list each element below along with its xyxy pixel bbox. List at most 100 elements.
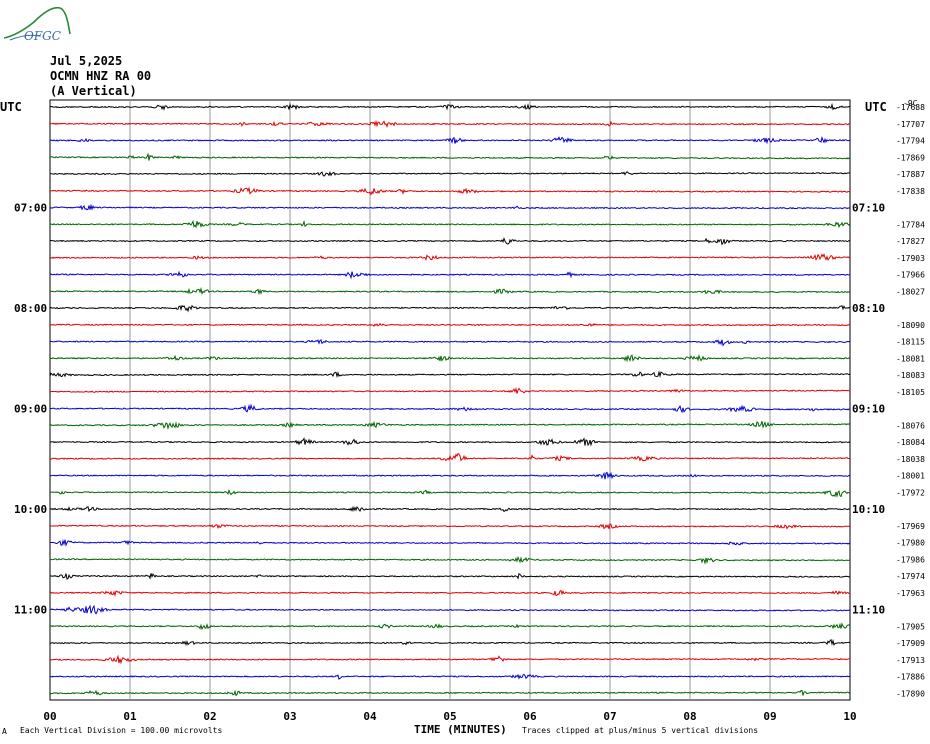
trace-offset-label: -17972 <box>896 488 925 497</box>
seismic-trace <box>49 604 851 615</box>
right-time-label: 11:10 <box>852 604 885 617</box>
x-tick-label: 02 <box>203 710 216 723</box>
ofgc-logo: OFGC <box>3 6 71 43</box>
seismic-trace <box>49 253 851 262</box>
trace-offset-label: -17980 <box>896 539 925 548</box>
footer-corner-mark: A <box>2 727 7 736</box>
seismic-trace <box>49 236 851 246</box>
seismic-trace <box>49 170 851 177</box>
x-tick-label: 07 <box>603 710 616 723</box>
trace-offset-label: -17966 <box>896 271 925 280</box>
left-time-label: 10:00 <box>14 503 47 516</box>
seismic-trace <box>49 638 851 647</box>
trace-offset-label: -17963 <box>896 589 925 598</box>
seismic-trace <box>49 453 851 462</box>
seismic-trace <box>49 573 851 580</box>
seismic-trace <box>49 203 851 211</box>
trace-offset-label: -18001 <box>896 472 925 481</box>
seismic-trace <box>49 403 851 414</box>
trace-offset-label: -18105 <box>896 388 925 397</box>
left-time-labels: 07:00 08:00 09:00 10:00 11:00 <box>14 202 47 617</box>
seismic-trace <box>49 523 851 530</box>
trace-offset-label: -17913 <box>896 656 925 665</box>
seismic-trace <box>49 488 851 498</box>
seismic-trace <box>49 555 851 565</box>
seismic-trace <box>49 322 851 327</box>
seismic-trace <box>49 102 851 111</box>
seismic-trace <box>49 152 851 161</box>
trace-offset-label: -18083 <box>896 371 925 380</box>
seismic-trace <box>49 219 851 229</box>
seismic-trace <box>49 370 851 379</box>
x-tick-label: 08 <box>683 710 696 723</box>
trace-offset-label: -17890 <box>896 689 925 698</box>
seismic-trace <box>49 673 851 680</box>
seismic-trace <box>49 622 851 631</box>
left-time-label: 09:00 <box>14 403 47 416</box>
trace-offset-label: -17986 <box>896 555 925 564</box>
footer-clip-note: Traces clipped at plus/minus 5 vertical … <box>522 726 758 735</box>
trace-offset-label: -18038 <box>896 455 925 464</box>
x-tick-label: 09 <box>763 710 776 723</box>
right-time-label: 09:10 <box>852 403 885 416</box>
seismic-trace <box>49 654 851 665</box>
seismic-trace <box>49 420 851 430</box>
seismic-trace <box>49 186 851 196</box>
trace-offset-label: -18084 <box>896 438 925 447</box>
x-tick-labels: 00 01 02 03 04 05 06 07 08 09 10 <box>43 710 856 723</box>
trace-offset-label: -17827 <box>896 237 925 246</box>
seismic-trace <box>49 304 851 313</box>
trace-offset-label: -17794 <box>896 137 925 146</box>
right-time-labels: 07:10 08:10 09:10 10:10 11:10 <box>852 202 885 617</box>
trace-offset-label: -17707 <box>896 120 925 129</box>
x-tick-label: 03 <box>283 710 296 723</box>
trace-offset-label: -17688 <box>896 103 925 112</box>
trace-offset-label: -18076 <box>896 421 925 430</box>
plot-grid <box>49 99 851 701</box>
trace-offset-label: -18081 <box>896 354 925 363</box>
x-tick-label: 04 <box>363 710 377 723</box>
trace-offset-label: -17887 <box>896 170 925 179</box>
seismic-trace <box>49 437 851 447</box>
trace-offset-label: -18115 <box>896 338 925 347</box>
right-time-label: 07:10 <box>852 202 885 215</box>
seismic-trace <box>49 270 851 280</box>
seismic-trace <box>49 119 851 128</box>
left-axis-label: UTC <box>0 100 22 114</box>
trace-offset-label: -17784 <box>896 220 925 229</box>
seismic-trace <box>50 505 851 513</box>
seismic-trace <box>49 354 851 363</box>
trace-offset-label: -17838 <box>896 187 925 196</box>
seismic-trace <box>49 589 851 597</box>
left-time-label: 08:00 <box>14 302 47 315</box>
trace-offset-label: -17909 <box>896 639 925 648</box>
trace-offset-label: -17969 <box>896 522 925 531</box>
trace-offset-label: -17886 <box>896 673 925 682</box>
seismic-trace <box>49 539 851 547</box>
x-tick-label: 01 <box>123 710 137 723</box>
seismic-trace <box>49 286 851 296</box>
trace-offset-label: -18090 <box>896 321 925 330</box>
seismic-trace <box>49 471 851 480</box>
right-time-label: 10:10 <box>852 503 885 516</box>
x-tick-label: 05 <box>443 710 456 723</box>
x-tick-label: 00 <box>43 710 56 723</box>
right-axis-sub: -9C <box>903 99 918 108</box>
x-tick-label: 10 <box>843 710 856 723</box>
left-time-label: 11:00 <box>14 604 47 617</box>
header-component: (A Vertical) <box>50 84 137 98</box>
x-tick-label: 06 <box>523 710 537 723</box>
header-station: OCMN HNZ RA 00 <box>50 69 151 83</box>
right-time-label: 08:10 <box>852 302 885 315</box>
header-date: Jul 5,2025 <box>50 54 122 68</box>
footer-scale-note: Each Vertical Division = 100.00 microvol… <box>20 726 222 735</box>
right-axis-label: UTC <box>865 100 887 114</box>
trace-offset-label: -17974 <box>896 572 925 581</box>
seismic-trace <box>49 386 851 394</box>
trace-offset-label: -17869 <box>896 153 925 162</box>
x-axis-title: TIME (MINUTES) <box>414 723 507 736</box>
seismic-trace <box>49 689 851 697</box>
left-time-label: 07:00 <box>14 202 47 215</box>
trace-group <box>49 102 851 697</box>
